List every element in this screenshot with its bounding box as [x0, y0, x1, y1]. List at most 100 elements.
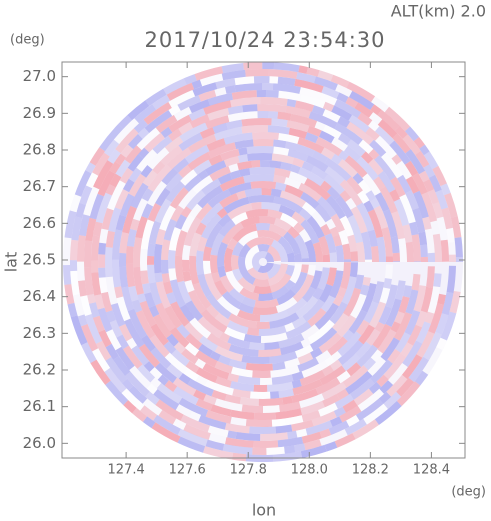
echo-cell	[221, 291, 242, 309]
echo-cell	[367, 356, 386, 376]
echo-cell	[293, 222, 305, 234]
echo-cell	[252, 370, 271, 378]
echo-cell	[402, 224, 413, 243]
echo-cell	[300, 219, 320, 245]
echo-cell	[187, 134, 217, 154]
echo-cell	[155, 362, 177, 384]
echo-cell	[280, 161, 293, 171]
echo-cell	[87, 294, 96, 304]
echo-cell	[231, 211, 248, 225]
echo-cell	[240, 216, 260, 229]
echo-cell	[208, 433, 227, 445]
echo-cell	[165, 180, 186, 203]
echo-cell	[294, 234, 309, 259]
echo-cell	[148, 220, 162, 245]
echo-cell	[231, 90, 257, 100]
echo-cell	[436, 216, 448, 241]
echo-cell	[269, 351, 298, 364]
echo-cell	[227, 336, 251, 349]
echo-cell	[259, 309, 289, 322]
echo-cell	[81, 324, 99, 352]
echo-cell	[108, 207, 122, 233]
echo-cell	[259, 215, 276, 225]
echo-cell	[219, 332, 231, 343]
echo-cell	[143, 361, 155, 372]
echo-cell	[156, 382, 183, 404]
echo-cell	[268, 69, 298, 79]
echo-cell	[358, 324, 375, 345]
echo-cell	[218, 219, 236, 237]
echo-cell	[265, 90, 279, 98]
echo-cell	[440, 239, 450, 262]
echo-cell	[189, 114, 210, 129]
echo-cell	[163, 281, 173, 295]
echo-cell	[278, 90, 302, 102]
echo-cell	[197, 185, 224, 209]
echo-cell	[72, 294, 85, 317]
echo-cell	[115, 159, 131, 178]
echo-cell	[178, 132, 203, 152]
echo-cell	[181, 259, 190, 272]
echo-cell	[164, 136, 184, 153]
echo-cell	[424, 228, 435, 254]
echo-cell	[432, 202, 444, 219]
echo-cell	[228, 358, 247, 370]
echo-cell	[397, 174, 412, 194]
echo-cell	[90, 260, 99, 273]
echo-cell	[408, 356, 429, 383]
echo-cell	[142, 283, 151, 294]
echo-cell	[85, 217, 97, 242]
echo-cell	[245, 362, 273, 371]
echo-cell	[272, 83, 301, 94]
echo-cell	[257, 230, 282, 242]
echo-cell	[432, 165, 447, 187]
y-tick-label: 26.0	[23, 434, 56, 452]
echo-cell	[146, 255, 155, 265]
echo-cell	[246, 146, 274, 155]
echo-cell	[80, 295, 92, 316]
echo-cell	[392, 133, 411, 154]
echo-cell	[173, 158, 190, 173]
echo-cell	[346, 362, 362, 377]
echo-cell	[284, 322, 295, 333]
echo-cell	[195, 222, 207, 236]
echo-cell	[193, 389, 207, 401]
echo-cell	[260, 159, 270, 168]
echo-cell	[153, 414, 181, 436]
echo-cell	[435, 189, 449, 210]
echo-cell	[173, 386, 199, 405]
echo-cell	[236, 190, 247, 200]
echo-cell	[249, 167, 276, 175]
echo-cell	[223, 132, 253, 145]
echo-cell	[142, 170, 158, 187]
echo-cell	[185, 333, 203, 350]
echo-cell	[145, 88, 167, 106]
echo-cell	[126, 263, 136, 288]
echo-cell	[138, 147, 150, 159]
echo-cell	[69, 194, 82, 213]
echo-cell	[324, 441, 338, 452]
echo-cell	[174, 214, 187, 230]
echo-cell	[226, 320, 249, 335]
echo-cell	[335, 245, 344, 262]
echo-cell	[113, 356, 131, 376]
echo-cell	[160, 126, 173, 139]
echo-cell	[379, 186, 398, 214]
echo-cell	[285, 264, 295, 277]
echo-cell	[193, 159, 212, 175]
echo-cell	[203, 100, 232, 115]
echo-cell	[252, 447, 267, 456]
echo-cell	[195, 350, 218, 368]
echo-cell	[333, 406, 346, 418]
echo-cell	[395, 280, 406, 301]
echo-cell	[275, 182, 287, 192]
echo-cell	[201, 178, 222, 196]
echo-cell	[291, 379, 302, 389]
echo-cell	[307, 125, 322, 137]
y-tick-label: 26.5	[23, 251, 56, 269]
echo-cell	[114, 286, 124, 299]
echo-cell	[105, 276, 118, 305]
echo-cell	[318, 235, 330, 256]
echo-cell	[128, 134, 143, 150]
echo-cell	[206, 333, 232, 351]
